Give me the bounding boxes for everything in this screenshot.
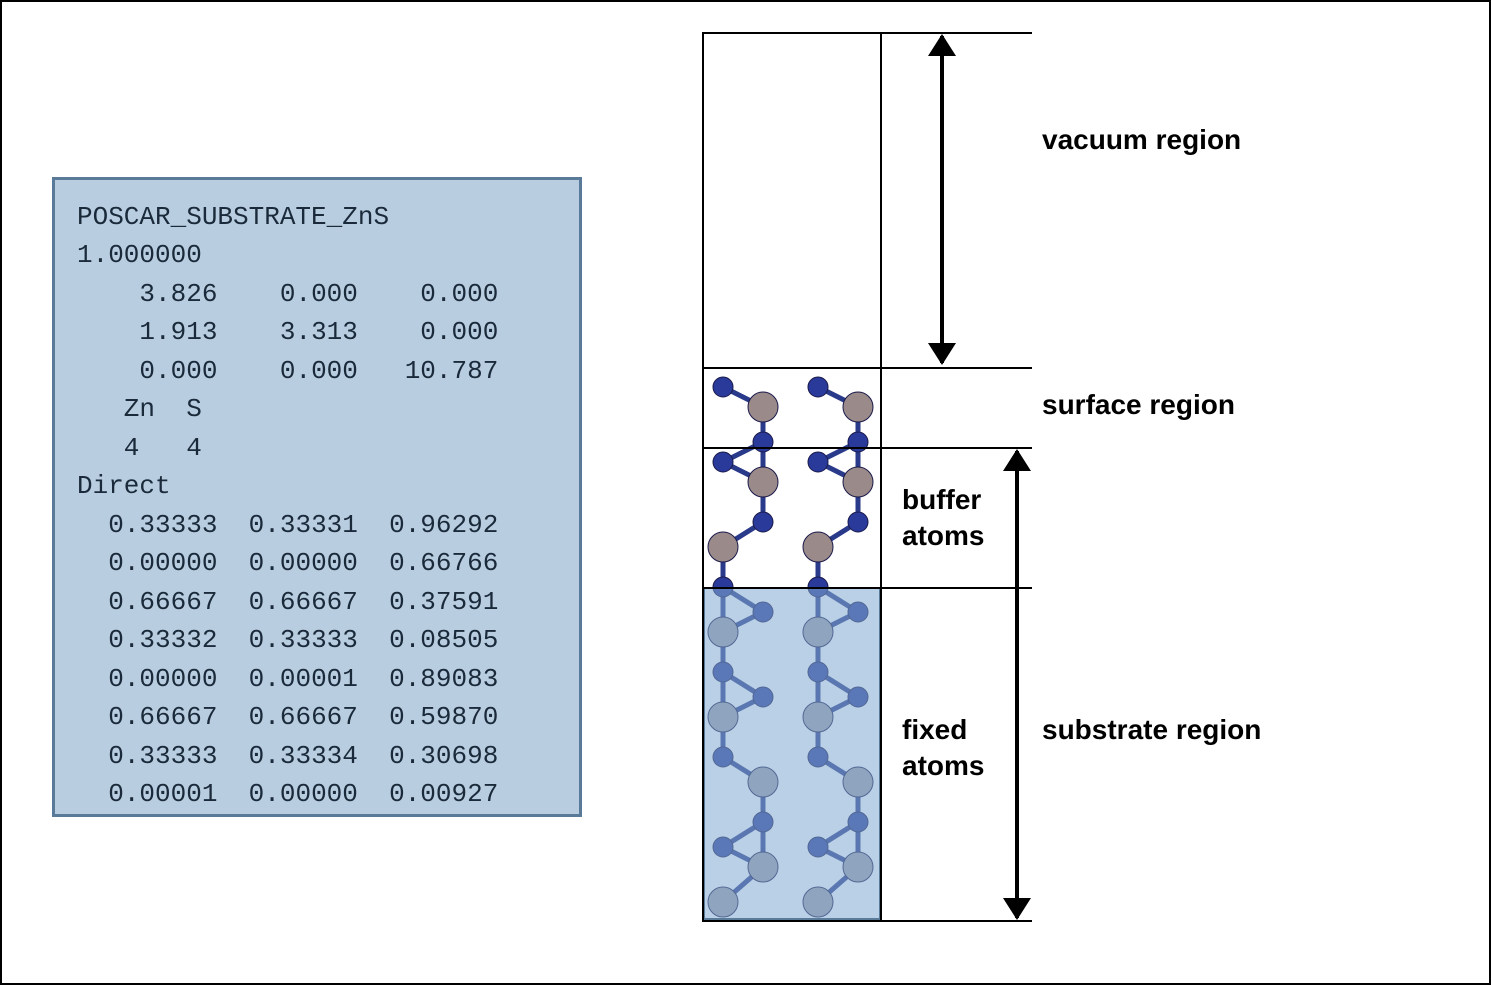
poscar-coord-row: 0.33333 0.33334 0.30698 [77, 741, 498, 771]
fixed-atoms-label: fixed atoms [902, 712, 984, 785]
region-divider [702, 447, 1032, 449]
poscar-lattice-row: 1.913 3.313 0.000 [77, 317, 498, 347]
poscar-coord-row: 0.00001 0.00000 0.00927 [77, 779, 498, 809]
region-divider [702, 367, 1032, 369]
substrate-region-label: substrate region [1042, 712, 1261, 748]
region-divider [882, 920, 1032, 922]
poscar-lattice-row: 3.826 0.000 0.000 [77, 279, 498, 309]
poscar-coord-row: 0.33332 0.33333 0.08505 [77, 625, 498, 655]
poscar-coord-row: 0.66667 0.66667 0.59870 [77, 702, 498, 732]
region-divider [882, 32, 1032, 34]
poscar-scale: 1.000000 [77, 240, 202, 270]
surface-region-label: surface region [1042, 387, 1235, 423]
region-divider [702, 587, 1032, 589]
poscar-counts: 4 4 [77, 433, 202, 463]
vacuum-region-label: vacuum region [1042, 122, 1241, 158]
cell-outline [702, 32, 882, 922]
poscar-coord-row: 0.66667 0.66667 0.37591 [77, 587, 498, 617]
poscar-coord-mode: Direct [77, 471, 171, 501]
poscar-title: POSCAR_SUBSTRATE_ZnS [77, 202, 389, 232]
slab-diagram: vacuum region surface region buffer atom… [702, 32, 1462, 952]
buffer-atoms-label: buffer atoms [902, 482, 984, 555]
poscar-elements: Zn S [77, 394, 202, 424]
poscar-lattice-row: 0.000 0.000 10.787 [77, 356, 498, 386]
poscar-coord-row: 0.00000 0.00001 0.89083 [77, 664, 498, 694]
poscar-file-box: POSCAR_SUBSTRATE_ZnS 1.000000 3.826 0.00… [52, 177, 582, 817]
poscar-coord-row: 0.00000 0.00000 0.66766 [77, 548, 498, 578]
poscar-coord-row: 0.33333 0.33331 0.96292 [77, 510, 498, 540]
